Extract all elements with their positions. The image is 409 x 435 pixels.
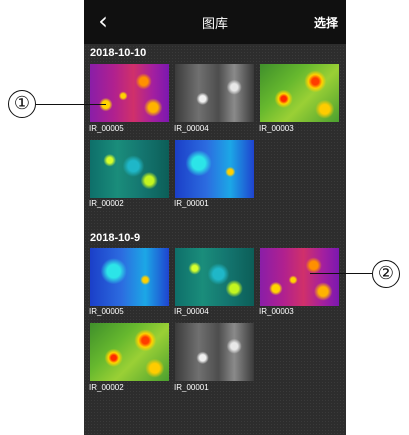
thumbnail[interactable] xyxy=(90,323,169,381)
section-date: 2018-10-9 xyxy=(90,232,141,244)
thumbnail[interactable] xyxy=(260,248,339,306)
thumbnail-caption: IR_00002 xyxy=(89,383,124,392)
callout-1: ① xyxy=(8,90,36,118)
thumbnail-caption: IR_00004 xyxy=(174,307,209,316)
thumbnail-caption: IR_00005 xyxy=(89,307,124,316)
thumbnail[interactable] xyxy=(90,248,169,306)
thumbnail-caption: IR_00004 xyxy=(174,124,209,133)
back-button[interactable]: ‹ xyxy=(92,8,114,34)
thumbnail-caption: IR_00003 xyxy=(259,307,294,316)
thumbnail[interactable] xyxy=(175,248,254,306)
gallery-screen: ‹ 图库 选择 2018-10-10 IR_00005 IR_00004 IR_… xyxy=(84,0,346,435)
thumbnail[interactable] xyxy=(175,323,254,381)
thumbnail[interactable] xyxy=(260,64,339,122)
thumbnail-caption: IR_00001 xyxy=(174,199,209,208)
thumbnail-caption: IR_00001 xyxy=(174,383,209,392)
thumbnail[interactable] xyxy=(175,64,254,122)
callout-2: ② xyxy=(372,260,400,288)
thumbnail[interactable] xyxy=(175,140,254,198)
thumbnail-caption: IR_00005 xyxy=(89,124,124,133)
callout-leader-line xyxy=(310,273,372,275)
select-button[interactable]: 选择 xyxy=(313,16,338,30)
top-bar: ‹ 图库 选择 xyxy=(84,0,346,44)
callout-leader-line xyxy=(36,104,106,106)
thumbnail[interactable] xyxy=(90,140,169,198)
thumbnail-caption: IR_00003 xyxy=(259,124,294,133)
chevron-left-icon: ‹ xyxy=(98,7,108,35)
section-date: 2018-10-10 xyxy=(90,47,147,59)
thumbnail[interactable] xyxy=(90,64,169,122)
page-title: 图库 xyxy=(201,17,228,32)
thumbnail-caption: IR_00002 xyxy=(89,199,124,208)
